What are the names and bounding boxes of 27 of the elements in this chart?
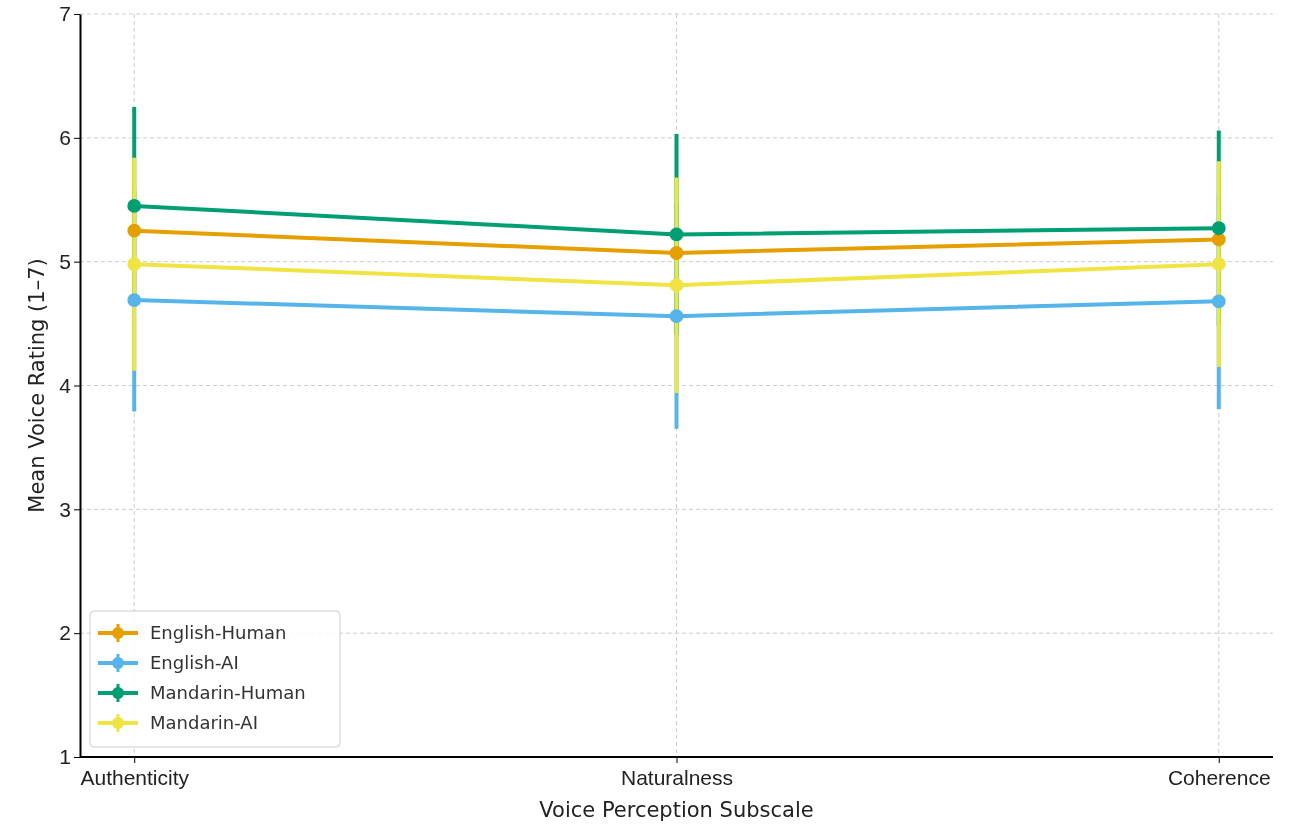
x-axis-title: Voice Perception Subscale xyxy=(539,798,814,822)
y-tick-label: 5 xyxy=(59,249,71,273)
legend-label: Mandarin-AI xyxy=(150,712,258,733)
legend-label: English-Human xyxy=(150,622,287,643)
point xyxy=(127,293,142,307)
x-tick-label: Authenticity xyxy=(80,765,190,789)
x-tick-label: Coherence xyxy=(1167,765,1271,789)
point xyxy=(1211,294,1226,309)
y-tick-label: 1 xyxy=(59,745,71,769)
point xyxy=(669,246,684,260)
point xyxy=(1211,221,1226,236)
y-tick-label: 3 xyxy=(59,497,71,521)
point xyxy=(127,223,142,238)
point xyxy=(127,257,142,272)
y-tick-label: 7 xyxy=(59,2,71,26)
y-tick-label: 4 xyxy=(59,373,72,397)
point xyxy=(669,227,684,242)
point xyxy=(127,199,142,213)
y-tick-label: 2 xyxy=(59,621,71,645)
point xyxy=(669,309,684,324)
x-tick-label: Naturalness xyxy=(620,765,734,789)
point xyxy=(1211,257,1226,272)
y-axis-title: Mean Voice Rating (1–7) xyxy=(25,258,49,513)
y-tick-label: 6 xyxy=(59,126,71,150)
legend-label: English-AI xyxy=(150,652,239,673)
legend-label: Mandarin-Human xyxy=(150,682,306,703)
point xyxy=(669,278,684,293)
